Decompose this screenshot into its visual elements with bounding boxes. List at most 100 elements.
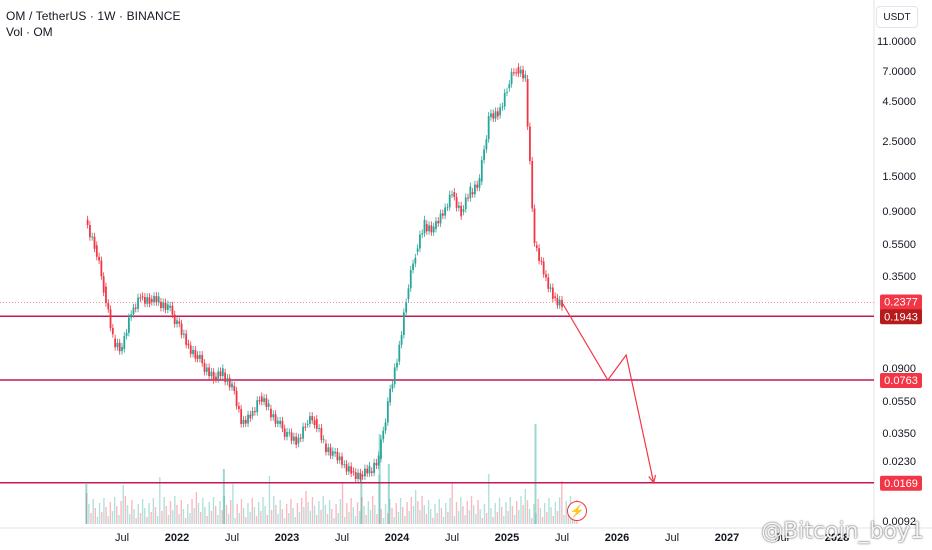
candle-body [199,355,201,359]
volume-bar [253,507,256,524]
volume-bar [367,501,370,524]
volume-bar [141,499,144,524]
volume-bar [492,517,494,524]
volume-bar [124,496,127,524]
volume-label[interactable]: Vol · OM [6,25,53,39]
candle-body [515,72,518,74]
x-tick-label: Jul [225,532,239,544]
candle-body [231,383,233,388]
candle-body [398,344,401,362]
candle-body [157,296,160,303]
volume-bar [152,498,155,524]
volume-bar [144,508,146,524]
y-tick-label: 4.5000 [882,96,916,108]
lightning-icon[interactable]: ⚡ [567,501,587,521]
volume-bar [434,504,436,524]
volume-bar [296,503,299,524]
volume-bar [182,509,185,524]
volume-bar [126,505,129,524]
candle-body [467,197,469,199]
candle-body [148,297,151,304]
symbol-title[interactable]: OM / TetherUS · 1W · BINANCE [6,9,181,23]
candle-body [496,111,499,117]
candle-body [519,69,522,74]
volume-bar [266,515,268,524]
candle-body [272,414,275,418]
volume-bar [85,484,88,524]
volume-bar [298,512,301,524]
volume-bar [318,501,320,524]
volume-bar [313,506,316,524]
volume-bar [449,498,451,524]
candle-body [350,466,353,474]
candle-body [556,297,559,306]
volume-bar [516,501,518,524]
candle-body [313,420,316,426]
volume-bar [333,518,335,524]
candle-body [425,224,428,232]
volume-bar [348,512,350,524]
candle-body [260,396,263,402]
volume-bar [350,498,352,524]
volume-bar [96,517,99,524]
volume-bar [113,497,116,524]
volume-bar [539,508,542,524]
volume-bar [222,469,225,524]
candle-body [178,321,181,324]
volume-bar [150,512,152,524]
candle-body [396,362,398,368]
volume-bar [445,503,447,524]
candle-body [196,355,199,359]
volume-bar [389,499,391,524]
volume-bar [447,512,449,524]
volume-bar [563,515,565,524]
candle-body [240,409,243,425]
candle-body [517,67,520,74]
volume-bar [247,503,249,524]
volume-bar [485,513,488,524]
candle-body [299,437,302,439]
candle-body [460,205,463,217]
volume-bar [167,515,170,524]
volume-bar [268,476,271,524]
candle-body [189,345,192,355]
x-tick-label: Jul [335,532,349,544]
volume-bar [202,498,204,524]
candle-body [155,296,158,303]
volume-bar [88,504,90,524]
candle-body [288,432,291,434]
volume-bar [528,509,531,524]
volume-bar [344,517,346,524]
volume-bar [427,500,430,524]
volume-bar [116,506,118,524]
y-tick-label: 0.0550 [882,396,916,408]
volume-bar [163,497,165,524]
candle-body [292,436,295,441]
candle-body [249,414,252,419]
candle-body [89,225,91,238]
candle-body [485,139,488,150]
volume-bar [419,510,421,524]
candle-body [325,443,327,453]
candle-body [448,194,451,208]
volume-bar [255,516,258,524]
candle-body [419,234,421,249]
volume-bar [174,496,176,524]
volume-bar [309,511,311,524]
volume-bar [135,518,137,524]
volume-bar [513,515,516,524]
volume-bar [204,507,206,524]
volume-bar [430,509,432,524]
x-tick-label: 2026 [605,532,629,544]
volume-bar [245,517,247,524]
volume-bar [227,514,230,524]
volume-bar [384,504,387,524]
candle-body [215,376,217,380]
y-tick-label: 7.0000 [882,66,916,78]
candle-body [430,225,433,233]
volume-bar [199,512,202,524]
currency-button[interactable]: USDT [876,6,918,28]
volume-bar [455,502,458,524]
candle-body [409,269,412,289]
